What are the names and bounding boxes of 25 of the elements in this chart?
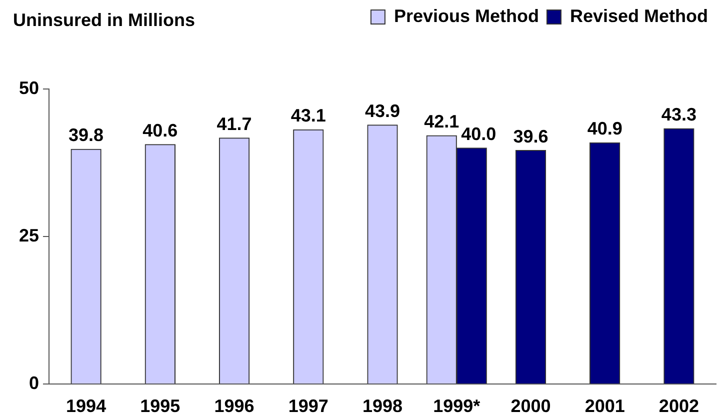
x-tick-label: 1998 bbox=[362, 396, 403, 415]
data-label: 42.1 bbox=[424, 112, 460, 132]
x-tick-label: 2001 bbox=[584, 396, 625, 415]
x-tick-label: 2002 bbox=[658, 396, 699, 415]
x-tick-label: 1994 bbox=[66, 396, 106, 415]
data-label: 40.9 bbox=[587, 118, 622, 139]
x-tick-label: 2000 bbox=[510, 396, 551, 415]
data-label: 39.6 bbox=[513, 126, 548, 146]
x-tick-label: 1999* bbox=[433, 396, 480, 415]
data-label: 43.3 bbox=[661, 104, 696, 125]
x-tick-label: 1997 bbox=[288, 396, 328, 415]
legend-label: Previous Method bbox=[394, 6, 539, 26]
data-label: 43.1 bbox=[290, 106, 326, 126]
y-tick-label: 25 bbox=[18, 225, 39, 246]
data-label: 41.7 bbox=[216, 114, 252, 134]
data-label: 40.6 bbox=[142, 120, 178, 140]
data-label: 40.0 bbox=[461, 124, 496, 144]
data-label: 43.9 bbox=[364, 100, 400, 121]
data-label: 39.8 bbox=[68, 125, 104, 146]
y-tick-label: 0 bbox=[28, 372, 39, 393]
y-tick-label: 50 bbox=[18, 78, 39, 98]
x-tick-label: 1996 bbox=[214, 396, 254, 415]
x-tick-label: 1995 bbox=[140, 396, 180, 415]
legend-label: Revised Method bbox=[570, 6, 708, 26]
y-axis-title: Uninsured in Millions bbox=[13, 9, 196, 31]
